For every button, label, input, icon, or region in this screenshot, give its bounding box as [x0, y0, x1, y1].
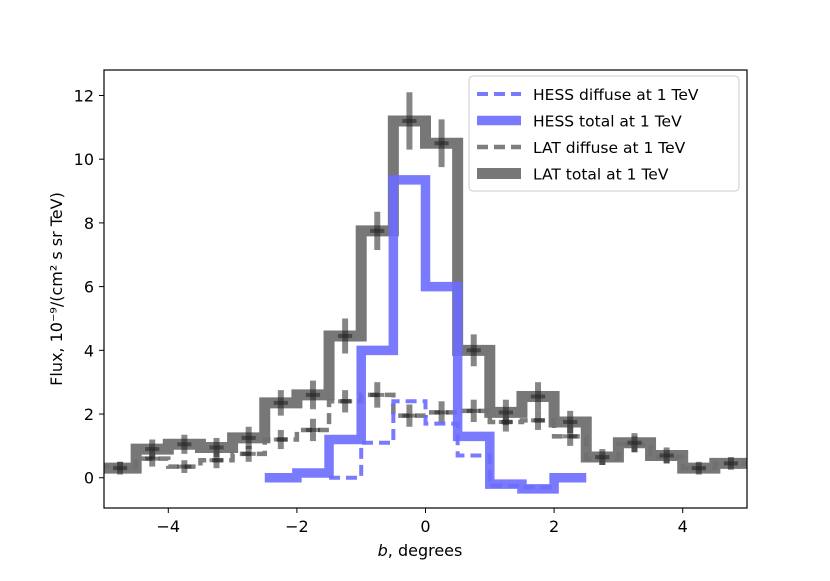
- y-tick-label: 0: [84, 469, 94, 488]
- hess-diffuse-at-1-tev-line: [329, 399, 555, 490]
- y-tick-label: 12: [74, 86, 94, 105]
- x-tick-label: 2: [549, 517, 559, 536]
- x-axis-label: b, degrees: [378, 541, 463, 560]
- x-axis-label-var: b: [378, 541, 388, 560]
- series-layer: [104, 92, 747, 494]
- y-axis-ticks: 0 2 4 6 8 10 12: [74, 86, 104, 488]
- x-tick-label: −2: [285, 517, 309, 536]
- y-tick-label: 10: [74, 150, 94, 169]
- legend-box: [468, 75, 740, 192]
- x-tick-label: 4: [678, 517, 688, 536]
- legend-label-lat-total-at-1-tev: LAT total at 1 TeV: [533, 166, 669, 184]
- legend: HESS diffuse at 1 TeV HESS total at 1 TeV…: [468, 75, 740, 192]
- y-tick-label: 6: [84, 278, 94, 297]
- y-tick-label: 2: [84, 405, 94, 424]
- x-tick-label: 0: [420, 517, 430, 536]
- hess-total-at-1-tev-line: [264, 175, 587, 494]
- y-axis-label: Flux, 10⁻⁹/(cm² s sr TeV): [47, 192, 66, 386]
- y-tick-label: 4: [84, 341, 94, 360]
- x-axis-ticks: −4 −2 0 2 4: [157, 508, 688, 536]
- x-tick-label: −4: [157, 517, 181, 536]
- x-axis-label-rest: , degrees: [388, 541, 463, 560]
- legend-label-lat-diffuse-at-1-tev: LAT diffuse at 1 TeV: [533, 139, 686, 157]
- legend-label-hess-total-at-1-tev: HESS total at 1 TeV: [533, 113, 682, 131]
- legend-label-hess-diffuse-at-1-tev: HESS diffuse at 1 TeV: [533, 86, 699, 104]
- y-tick-label: 8: [84, 214, 94, 233]
